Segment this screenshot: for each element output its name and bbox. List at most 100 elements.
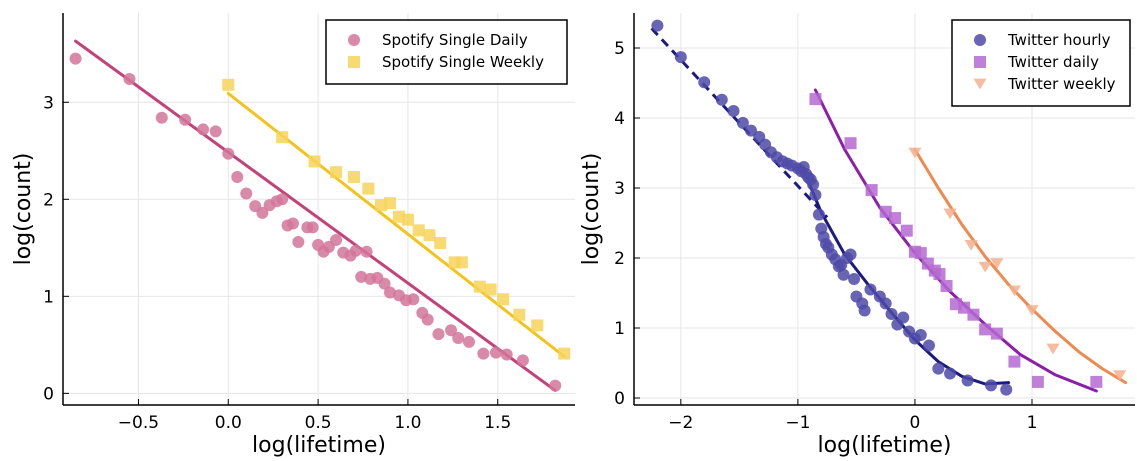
panel1-series1-fit-line <box>74 39 557 392</box>
panel2-series2-point <box>990 327 1003 340</box>
panel2-series2-point <box>933 268 946 281</box>
panel2-series1-point <box>858 304 871 317</box>
panel1-series2-point <box>423 229 436 242</box>
panel1-series2-point <box>558 347 571 360</box>
panel1-series1-point <box>240 187 253 200</box>
panel2-series1-point <box>844 248 857 261</box>
panel1-legend-label-2: Spotify Single Weekly <box>382 53 544 71</box>
panel1-x-tick-label: 1.5 <box>484 413 511 433</box>
panel2-series3-point <box>964 240 978 251</box>
panel1-series2-point <box>308 155 321 168</box>
panel1-series1-point <box>256 206 269 219</box>
panel2-x-tick-label: 1 <box>1027 413 1038 433</box>
panel1-series1-point <box>179 113 192 126</box>
panel2-series1-point <box>885 308 898 320</box>
panel2-series2-point <box>809 93 822 106</box>
panel2-series2-point <box>1090 375 1103 388</box>
panel2-series3-point <box>1113 370 1127 381</box>
panel2-series2-point <box>958 301 971 314</box>
panel2-y-tick-label: 4 <box>614 109 625 129</box>
panel1-x-tick-label: 0.5 <box>305 413 332 433</box>
panel1-series1-point <box>349 244 362 257</box>
panel1-series2-point <box>330 166 343 179</box>
panel2-y-tick-label: 1 <box>614 319 625 339</box>
panel1-series1-point <box>432 328 445 341</box>
panel1-series2-point <box>383 197 396 210</box>
panel1-series1-point <box>421 313 434 326</box>
panel2-series1-fit-line <box>808 183 1011 386</box>
panel1-series1-point <box>516 354 529 367</box>
panel1-x-tick-label: 1.0 <box>394 413 421 433</box>
panel2-x-axis-label: log(lifetime) <box>818 433 952 458</box>
panel2-y-tick-label: 2 <box>614 249 625 269</box>
panel2-x-tick-label: −2 <box>668 413 693 433</box>
panel1-y-tick-label: 0 <box>43 384 54 404</box>
panel1-series1-point <box>330 234 343 247</box>
panel1-series1-point <box>155 111 168 124</box>
panel1-series1-point <box>231 170 244 183</box>
panel1-series2-point <box>434 236 447 249</box>
panel1-y-tick-label: 3 <box>43 93 54 113</box>
panel1-series1-point <box>407 293 420 306</box>
panel2-series2-point <box>979 323 992 336</box>
panel1-series1-point <box>209 125 222 138</box>
panel2-series3-point <box>1046 343 1060 355</box>
panel1-series1-point <box>489 346 502 359</box>
panel1-series2-point <box>401 213 414 226</box>
panel2-y-tick-label: 3 <box>614 179 625 199</box>
panel1-y-tick-label: 2 <box>43 190 54 210</box>
panel2-series1-point <box>698 76 711 89</box>
panel2-series3-fit-line <box>913 148 1128 385</box>
panel2-series1-point <box>879 297 892 310</box>
panel2-series2-point <box>1031 375 1044 388</box>
panel1-series1-point <box>500 348 513 361</box>
panel2-legend-label-2: Twitter daily <box>1007 53 1099 71</box>
panel2-legend-marker-2 <box>974 56 986 68</box>
panel1-series1-point <box>477 347 490 360</box>
panel1-series2-point <box>513 308 526 321</box>
panel1-series1-point <box>292 235 305 248</box>
panel1-y-axis-label: log(count) <box>11 153 36 266</box>
panel2-y-tick-label: 5 <box>614 39 625 59</box>
panel1-series2-point <box>222 78 235 91</box>
panel2-series3-point <box>1007 285 1022 297</box>
panel2-series1-point <box>1000 383 1013 396</box>
panel2-series2-point <box>967 308 980 321</box>
panel2-series3-point <box>990 258 1004 269</box>
panel1-series2-point <box>276 131 289 144</box>
panel2-series2-point <box>844 137 857 150</box>
panel1-series2-point <box>455 256 468 269</box>
panel1-series2-point <box>473 280 486 293</box>
panel2-series1-point <box>985 379 998 392</box>
panel2-series1-point <box>745 124 758 137</box>
panel1-series1-point <box>549 379 562 392</box>
panel1: −0.5 0.0 0.5 1.0 1.5 0 1 2 3 log(lifetime) log(cou… <box>11 13 575 458</box>
panel2: −2 −1 0 1 0 1 2 3 4 5 log(lifetime) log(count) Twitt… <box>579 13 1135 458</box>
panel1-series1-point <box>69 52 82 65</box>
panel2-legend: Twitter hourly Twitter daily Twitter weekl… <box>951 19 1131 107</box>
panel1-legend-marker-1 <box>348 34 360 46</box>
panel2-series2-point <box>914 247 927 260</box>
panel1-x-axis-label: log(lifetime) <box>252 433 386 458</box>
panel1-legend-marker-2 <box>348 56 360 68</box>
panel1-legend-label-1: Spotify Single Daily <box>382 31 528 49</box>
panel2-series2-point <box>865 184 878 197</box>
panel2-series1-point <box>922 339 935 352</box>
panel2-y-tick-label: 0 <box>614 389 625 409</box>
panel2-series1-point <box>864 283 877 296</box>
panel2-series1-point <box>961 374 974 387</box>
panel1-legend: Spotify Single Daily Spotify Single Weekl… <box>325 19 568 85</box>
panel1-series1-point <box>355 270 368 283</box>
panel2-legend-marker-1 <box>974 34 986 46</box>
panel2-series1-point <box>914 329 927 341</box>
panel1-series1-point <box>452 332 465 345</box>
panel2-series2-point <box>879 205 892 218</box>
panel1-series2-point <box>531 319 544 332</box>
panel2-series1-point <box>674 51 687 64</box>
panel1-series1-point <box>276 193 289 206</box>
panel2-series2-point <box>889 212 902 225</box>
panel1-series2-point <box>484 283 497 296</box>
panel2-series1-point <box>837 268 850 281</box>
panel1-series1-point <box>463 335 476 348</box>
